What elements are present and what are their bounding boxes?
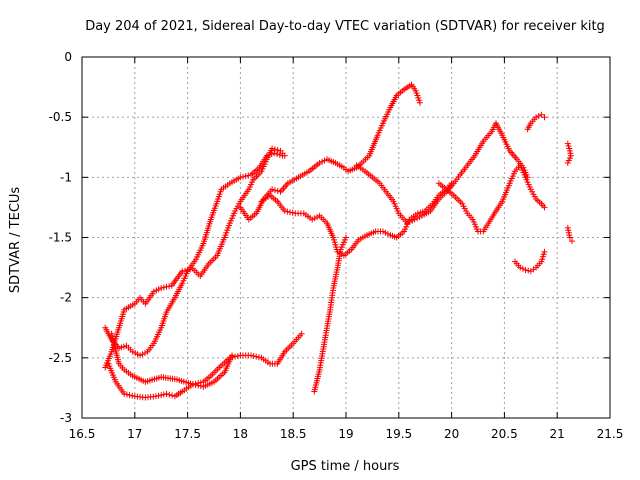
track-9 <box>435 162 548 235</box>
x-tick-label: 16.5 <box>69 427 96 441</box>
data-point-marker <box>152 393 159 400</box>
x-tick-label: 17 <box>127 427 142 441</box>
data-point-marker <box>248 352 254 359</box>
track-3 <box>105 330 305 401</box>
data-markers <box>102 81 575 401</box>
data-point-marker <box>160 391 167 398</box>
data-point-marker <box>517 264 524 271</box>
data-point-marker <box>271 150 278 157</box>
track-1 <box>102 145 288 371</box>
y-tick-labels: 0 -0.5 -1 -1.5 -2 -2.5 -3 <box>49 50 72 425</box>
data-point-marker <box>279 152 286 159</box>
data-point-marker <box>538 111 545 118</box>
y-tick-label: -1 <box>60 170 72 184</box>
data-point-marker <box>126 392 133 399</box>
data-point-marker <box>271 187 278 194</box>
data-point-marker <box>123 391 130 398</box>
data-point-marker <box>158 392 165 399</box>
data-point-marker <box>274 147 281 154</box>
axis-ticks <box>81 56 611 419</box>
x-tick-label: 21.5 <box>597 427 624 441</box>
y-tick-label: -2.5 <box>49 351 72 365</box>
data-point-marker <box>189 381 196 388</box>
data-point-marker <box>166 391 173 398</box>
y-tick-label: -3 <box>60 411 72 425</box>
x-tick-label: 18 <box>233 427 248 441</box>
track-4 <box>108 330 235 390</box>
data-point-marker <box>519 265 526 272</box>
data-point-marker <box>525 267 532 274</box>
y-axis-label: SDTVAR / TECUs <box>8 187 23 294</box>
data-point-marker <box>271 146 278 153</box>
data-point-marker <box>269 145 276 152</box>
data-point-marker <box>155 392 162 399</box>
x-tick-label: 19 <box>338 427 353 441</box>
x-tick-label: 20.5 <box>491 427 518 441</box>
track-10 <box>512 248 548 275</box>
track-12 <box>564 140 574 166</box>
track-13 <box>564 224 575 245</box>
data-point-marker <box>284 208 291 215</box>
data-point-marker <box>533 114 540 121</box>
data-point-marker <box>160 284 167 291</box>
data-point-marker <box>287 209 293 216</box>
data-point-marker <box>253 353 260 360</box>
data-point-marker <box>242 173 249 180</box>
x-tick-label: 19.5 <box>385 427 412 441</box>
data-point-marker <box>166 283 173 290</box>
y-tick-label: -0.5 <box>49 110 72 124</box>
data-point-marker <box>566 234 573 241</box>
x-tick-label: 20 <box>444 427 459 441</box>
data-point-marker <box>276 151 283 158</box>
data-point-marker <box>535 113 542 119</box>
data-point-marker <box>121 390 128 397</box>
data-point-marker <box>237 174 244 181</box>
data-point-marker <box>522 267 529 273</box>
track-5 <box>237 81 423 223</box>
x-tick-label: 18.5 <box>280 427 307 441</box>
data-point-marker <box>192 381 199 388</box>
data-point-marker <box>274 151 280 158</box>
data-point-marker <box>569 238 575 245</box>
data-point-marker <box>229 352 235 359</box>
x-axis-label: GPS time / hours <box>291 459 400 474</box>
data-point-marker <box>234 353 241 359</box>
data-point-marker <box>179 268 186 275</box>
data-point-marker <box>255 354 262 361</box>
data-point-marker <box>269 186 276 193</box>
data-point-marker <box>274 188 281 194</box>
y-tick-label: -1.5 <box>49 231 72 245</box>
data-point-marker <box>541 204 548 211</box>
y-tick-label: -2 <box>60 291 72 305</box>
data-point-marker <box>245 172 252 179</box>
data-point-marker <box>343 234 349 241</box>
data-point-marker <box>195 382 202 389</box>
x-tick-labels: 16.5 17 17.5 18 18.5 19 19.5 20 20.5 21 21.5 <box>69 427 624 441</box>
chart-title: Day 204 of 2021, Sidereal Day-to-day VTE… <box>85 19 605 34</box>
data-point-marker <box>541 248 548 255</box>
y-tick-label: 0 <box>64 50 72 64</box>
data-point-marker <box>129 392 136 399</box>
data-point-marker <box>163 283 170 290</box>
data-point-marker <box>564 159 571 166</box>
data-point-marker <box>289 209 296 216</box>
track-11 <box>524 111 548 133</box>
data-point-marker <box>158 285 165 291</box>
track-7 <box>311 234 349 395</box>
x-tick-label: 21 <box>550 427 565 441</box>
data-point-marker <box>298 330 305 337</box>
data-point-marker <box>281 208 288 214</box>
data-point-marker <box>541 114 548 121</box>
data-point-marker <box>250 353 257 359</box>
data-point-marker <box>232 353 239 360</box>
data-point-marker <box>163 390 170 397</box>
data-point-marker <box>416 99 423 106</box>
data-point-marker <box>240 173 246 180</box>
x-tick-label: 17.5 <box>174 427 201 441</box>
